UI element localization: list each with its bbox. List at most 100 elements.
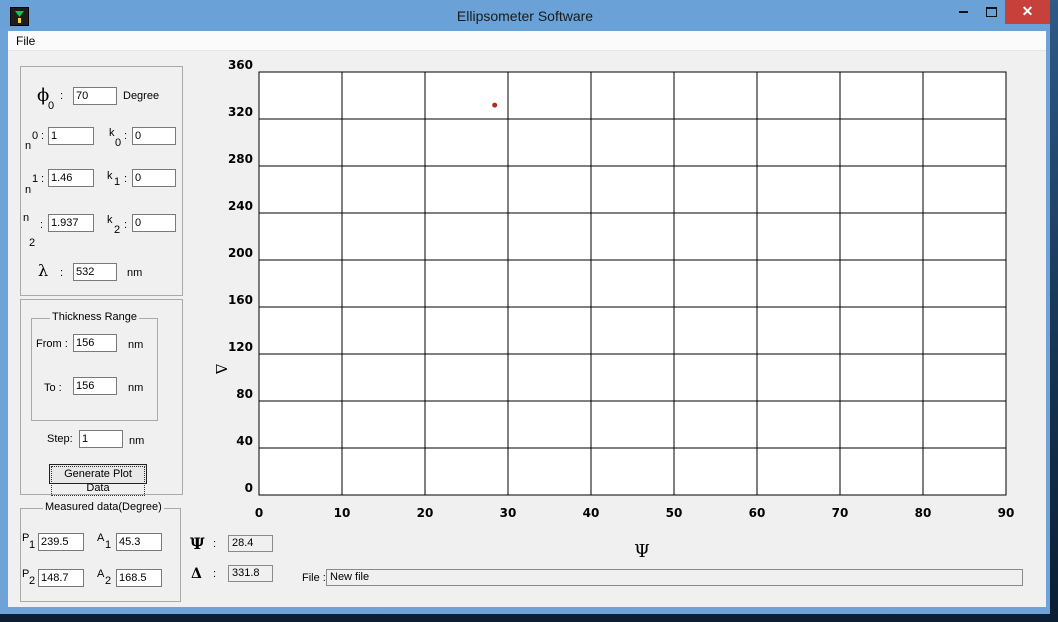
thickness-range-group: Thickness Range From : nm To : nm xyxy=(31,311,158,421)
y-tick-label: 80 xyxy=(236,387,253,401)
p2-label: P xyxy=(22,568,30,580)
k0-sub: 0 xyxy=(115,137,122,149)
lambda-symbol: λ xyxy=(38,261,49,280)
y-tick-label: 40 xyxy=(236,434,253,448)
y-tick-label: 120 xyxy=(228,340,253,354)
y-tick-label: 240 xyxy=(228,199,253,213)
a1-label: A xyxy=(97,532,105,544)
client-area: File ϕ 0 : Degree n 0 : k 0 : n 1 : k 1 … xyxy=(8,31,1046,607)
x-tick-label: 60 xyxy=(749,506,766,520)
from-input[interactable] xyxy=(73,334,117,352)
measured-data-title: Measured data(Degree) xyxy=(43,501,164,513)
y-tick-label: 200 xyxy=(228,246,253,260)
n0-sup: 0 xyxy=(32,130,39,142)
k0-label: k xyxy=(109,127,115,139)
thickness-panel: Thickness Range From : nm To : nm Step: … xyxy=(20,299,183,496)
menu-bar: File xyxy=(8,31,1046,51)
to-input[interactable] xyxy=(73,377,117,395)
n1-colon: : xyxy=(41,173,45,185)
n1-input[interactable] xyxy=(48,169,94,187)
k2-input[interactable] xyxy=(132,214,176,232)
k1-label: k xyxy=(107,170,113,182)
phi0-colon: : xyxy=(60,90,64,102)
title-bar[interactable]: Ellipsometer Software ✕ xyxy=(0,0,1050,31)
k2-sub: 2 xyxy=(114,224,121,236)
parameters-panel: ϕ 0 : Degree n 0 : k 0 : n 1 : k 1 : n 2… xyxy=(20,66,183,296)
maximize-button[interactable] xyxy=(978,0,1004,24)
app-window: Ellipsometer Software ✕ File ϕ 0 : Degre… xyxy=(0,0,1050,614)
step-unit: nm xyxy=(129,435,145,447)
x-tick-label: 0 xyxy=(255,506,263,520)
p1-sub: 1 xyxy=(29,539,36,551)
p2-input[interactable] xyxy=(38,569,84,587)
n1-sup: 1 xyxy=(32,173,39,185)
lambda-input[interactable] xyxy=(73,263,117,281)
plot-area xyxy=(258,71,1007,496)
step-input[interactable] xyxy=(79,430,123,448)
y-tick-label: 0 xyxy=(245,481,253,495)
x-tick-label: 70 xyxy=(832,506,849,520)
delta-value: 331.8 xyxy=(228,565,273,582)
lambda-unit: nm xyxy=(127,267,143,279)
n0-input[interactable] xyxy=(48,127,94,145)
y-axis-label: Δ xyxy=(212,364,230,375)
a2-input[interactable] xyxy=(116,569,162,587)
psi-delta-plot: Δ Ψ 0 10 20 30 40 50 60 70 80 90 0 40 80 120 160 200 240… xyxy=(212,58,1015,562)
y-tick-label: 360 xyxy=(228,58,253,72)
k1-input[interactable] xyxy=(132,169,176,187)
to-label: To : xyxy=(44,382,62,394)
delta-colon: : xyxy=(213,568,217,580)
menu-file[interactable]: File xyxy=(16,34,36,48)
k0-input[interactable] xyxy=(132,127,176,145)
k1-sub: 1 xyxy=(114,176,121,188)
p1-input[interactable] xyxy=(38,533,84,551)
close-button[interactable]: ✕ xyxy=(1005,0,1050,24)
to-unit: nm xyxy=(128,382,144,394)
n2-input[interactable] xyxy=(48,214,94,232)
a1-input[interactable] xyxy=(116,533,162,551)
file-name-field: New file xyxy=(326,569,1023,586)
psi-value: 28.4 xyxy=(228,535,273,552)
file-label: File : xyxy=(302,572,326,584)
maximize-icon xyxy=(985,7,997,18)
generate-plot-data-label: Generate Plot Data xyxy=(51,466,145,496)
y-tick-label: 280 xyxy=(228,152,253,166)
data-point xyxy=(492,102,498,108)
a2-label: A xyxy=(97,568,105,580)
k2-colon: : xyxy=(124,219,128,231)
y-tick-label: 320 xyxy=(228,105,253,119)
x-axis-label: Ψ xyxy=(634,541,650,562)
x-tick-label: 20 xyxy=(417,506,434,520)
y-tick-label: 160 xyxy=(228,293,253,307)
x-tick-label: 30 xyxy=(500,506,517,520)
n1-label: n xyxy=(25,184,32,196)
p2-sub: 2 xyxy=(29,575,36,587)
lambda-colon: : xyxy=(60,267,64,279)
psi-symbol: Ψ xyxy=(190,534,205,553)
x-tick-label: 50 xyxy=(666,506,683,520)
delta-symbol: Δ xyxy=(191,566,202,582)
a1-sub: 1 xyxy=(105,539,112,551)
a2-sub: 2 xyxy=(105,575,112,587)
n2-sub: 2 xyxy=(29,237,36,249)
app-icon xyxy=(10,7,29,26)
k1-colon: : xyxy=(124,173,128,185)
close-icon: ✕ xyxy=(1021,3,1034,19)
measured-panel: Measured data(Degree) P 1 A 1 P 2 A 2 xyxy=(20,501,181,602)
k2-label: k xyxy=(107,214,113,226)
phi0-symbol: ϕ xyxy=(37,85,50,106)
phi0-input[interactable] xyxy=(73,87,117,105)
x-tick-label: 40 xyxy=(583,506,600,520)
minimize-button[interactable] xyxy=(950,0,976,24)
n0-label: n xyxy=(25,140,32,152)
generate-plot-data-button[interactable]: Generate Plot Data xyxy=(49,464,147,496)
step-label: Step: xyxy=(47,433,73,445)
phi0-sub: 0 xyxy=(48,100,55,112)
n0-colon: : xyxy=(41,130,45,142)
from-label: From : xyxy=(36,338,68,350)
thickness-range-title: Thickness Range xyxy=(50,311,139,323)
x-tick-label: 90 xyxy=(998,506,1015,520)
p1-label: P xyxy=(22,532,30,544)
window-title: Ellipsometer Software xyxy=(456,8,594,24)
x-tick-label: 10 xyxy=(334,506,351,520)
